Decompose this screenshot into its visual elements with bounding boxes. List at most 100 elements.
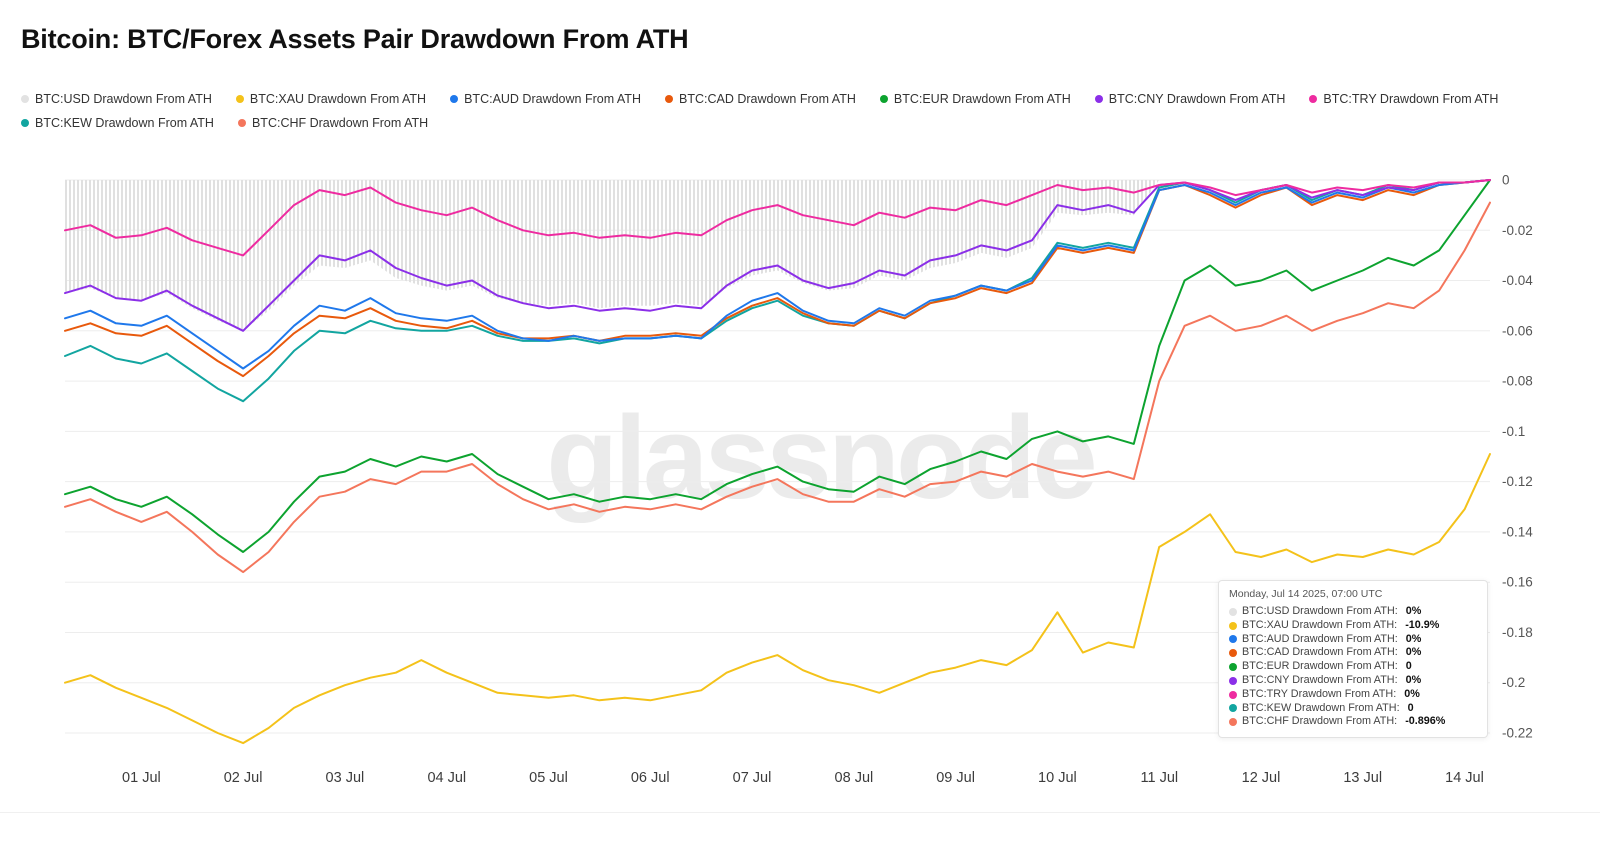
page-title: Bitcoin: BTC/Forex Assets Pair Drawdown … — [21, 24, 689, 54]
series-color-dot-aud — [450, 95, 459, 103]
series-color-dot-eur — [879, 95, 888, 103]
x-axis-label: 04 Jul — [427, 770, 466, 786]
tooltip-series-value: 0% — [1405, 646, 1422, 659]
series-line-cad — [64, 179, 1491, 378]
series-line-eur — [64, 179, 1491, 553]
y-axis-label: 0 — [1502, 173, 1510, 188]
tooltip-series-value: 0% — [1404, 687, 1420, 700]
x-axis-label: 02 Jul — [224, 770, 263, 786]
x-axis-label: 05 Jul — [529, 770, 568, 786]
chart-tooltip: Monday, Jul 14 2025, 07:00 UTC BTC:USD D… — [1218, 580, 1488, 739]
tooltip-timestamp: Monday, Jul 14 2025, 07:00 UTC — [1229, 588, 1383, 600]
y-axis-label: -0.14 — [1502, 524, 1533, 539]
series-color-dot-usd — [1229, 607, 1237, 616]
legend-item-eur[interactable]: BTC:EUR Drawdown From ATH — [879, 92, 1071, 106]
tooltip-series-value: 0% — [1405, 673, 1422, 686]
tooltip-series-label: BTC:EUR Drawdown From ATH: — [1242, 660, 1398, 673]
tooltip-row-aud: BTC:AUD Drawdown From ATH: 0% — [1229, 633, 1477, 647]
series-color-dot-cny — [1094, 95, 1103, 103]
x-axis-label: 03 Jul — [326, 770, 365, 786]
tooltip-series-label: BTC:CAD Drawdown From ATH: — [1242, 646, 1398, 659]
series-color-dot-cny — [1229, 676, 1237, 685]
series-line-xau — [64, 453, 1491, 745]
x-axis-label: 14 Jul — [1445, 770, 1484, 786]
series-line-chf — [64, 201, 1491, 574]
legend-item-cny[interactable]: BTC:CNY Drawdown From ATH — [1094, 92, 1286, 106]
series-color-dot-cad — [1229, 649, 1237, 658]
y-axis-label: -0.02 — [1502, 223, 1533, 238]
tooltip-row-usd: BTC:USD Drawdown From ATH: 0% — [1229, 605, 1477, 619]
chart-area[interactable]: glassnode 0 -0.02 -0.04 -0.06 -0.08 -0.1 -0.12… — [0, 150, 1600, 830]
x-axis-label: 11 Jul — [1140, 770, 1178, 786]
series-area-usd — [65, 180, 1490, 331]
legend-label: BTC:TRY Drawdown From ATH — [1323, 92, 1499, 106]
tooltip-series-label: BTC:CNY Drawdown From ATH: — [1242, 673, 1398, 686]
series-color-dot-kew — [21, 119, 29, 127]
x-axis-label: 12 Jul — [1242, 770, 1281, 786]
tooltip-row-chf: BTC:CHF Drawdown From ATH: -0.896% — [1229, 715, 1477, 729]
series-color-dot-kew — [1229, 704, 1237, 713]
x-axis-label: 07 Jul — [733, 770, 772, 786]
x-axis-label: 09 Jul — [936, 770, 975, 786]
legend-label: BTC:CAD Drawdown From ATH — [678, 92, 856, 106]
series-color-dot-aud — [1229, 635, 1237, 644]
legend-item-usd[interactable]: BTC:USD Drawdown From ATH — [21, 92, 212, 106]
y-axis-label: -0.06 — [1502, 323, 1533, 338]
tooltip-series-label: BTC:CHF Drawdown From ATH: — [1242, 715, 1398, 728]
series-line-aud — [64, 179, 1491, 370]
series-color-dot-cad — [664, 95, 673, 103]
legend-item-kew[interactable]: BTC:KEW Drawdown From ATH — [21, 116, 214, 130]
tooltip-series-label: BTC:TRY Drawdown From ATH: — [1242, 687, 1397, 700]
tooltip-series-value: 0% — [1405, 632, 1422, 645]
series-color-dot-chf — [1229, 718, 1237, 727]
legend-item-chf[interactable]: BTC:CHF Drawdown From ATH — [237, 116, 429, 130]
y-axis-label: -0.2 — [1502, 675, 1525, 690]
legend-item-xau[interactable]: BTC:XAU Drawdown From ATH — [235, 92, 427, 106]
legend-label: BTC:CHF Drawdown From ATH — [251, 116, 429, 130]
y-axis-label: -0.12 — [1502, 474, 1533, 489]
drawdown-chart-svg[interactable]: 0 -0.02 -0.04 -0.06 -0.08 -0.1 -0.12 -0.14 -0.16… — [0, 150, 1560, 810]
x-axis-label: 13 Jul — [1343, 770, 1382, 786]
x-axis-label: 06 Jul — [631, 770, 670, 786]
legend-row: BTC:USD Drawdown From ATH BTC:XAU Drawdow… — [21, 92, 1498, 106]
legend-label: BTC:CNY Drawdown From ATH — [1108, 92, 1286, 106]
tooltip-series-value: 0% — [1405, 605, 1422, 617]
y-axis-label: -0.22 — [1502, 726, 1533, 741]
legend-item-aud[interactable]: BTC:AUD Drawdown From ATH — [450, 92, 641, 106]
series-color-dot-xau — [1229, 621, 1237, 630]
tooltip-row-xau: BTC:XAU Drawdown From ATH: -10.9% — [1229, 619, 1477, 633]
series-color-dot-chf — [237, 119, 246, 127]
series-line-cny — [64, 179, 1491, 332]
legend-label: BTC:XAU Drawdown From ATH — [249, 92, 427, 106]
tooltip-series-value: 0 — [1407, 701, 1414, 714]
tooltip-series-label: BTC:KEW Drawdown From ATH: — [1242, 701, 1400, 714]
legend-item-cad[interactable]: BTC:CAD Drawdown From ATH — [664, 92, 856, 106]
series-line-try — [64, 179, 1491, 257]
series-color-dot-try — [1309, 95, 1318, 103]
chart-legend: BTC:USD Drawdown From ATH BTC:XAU Drawdow… — [21, 92, 1498, 130]
y-axis-label: -0.08 — [1502, 374, 1533, 389]
tooltip-series-label: BTC:XAU Drawdown From ATH: — [1242, 618, 1398, 631]
y-axis-label: -0.1 — [1502, 424, 1525, 439]
legend-label: BTC:KEW Drawdown From ATH — [35, 116, 214, 130]
x-axis-label: 01 Jul — [122, 770, 161, 786]
series-color-dot-eur — [1229, 663, 1237, 672]
x-axis-label: 10 Jul — [1038, 770, 1077, 786]
tooltip-row-kew: BTC:KEW Drawdown From ATH: 0 — [1229, 702, 1477, 716]
tooltip-series-value: 0 — [1405, 660, 1412, 673]
tooltip-row-cny: BTC:CNY Drawdown From ATH: 0% — [1229, 674, 1477, 688]
tooltip-series-value: -0.896% — [1405, 715, 1446, 728]
series-color-dot-xau — [235, 95, 244, 103]
series-color-dot-try — [1229, 690, 1237, 699]
legend-label: BTC:USD Drawdown From ATH — [35, 92, 212, 106]
tooltip-series-value: -10.9% — [1405, 618, 1440, 631]
tooltip-rows: BTC:USD Drawdown From ATH: 0% BTC:XAU Draw… — [1229, 605, 1477, 729]
y-axis-label: -0.16 — [1502, 575, 1533, 590]
legend-item-try[interactable]: BTC:TRY Drawdown From ATH — [1309, 92, 1498, 106]
tooltip-row-cad: BTC:CAD Drawdown From ATH: 0% — [1229, 646, 1477, 660]
tooltip-series-label: BTC:AUD Drawdown From ATH: — [1242, 632, 1398, 645]
bottom-divider — [0, 812, 1600, 813]
series-color-dot-usd — [21, 95, 29, 103]
legend-label: BTC:EUR Drawdown From ATH — [893, 92, 1071, 106]
